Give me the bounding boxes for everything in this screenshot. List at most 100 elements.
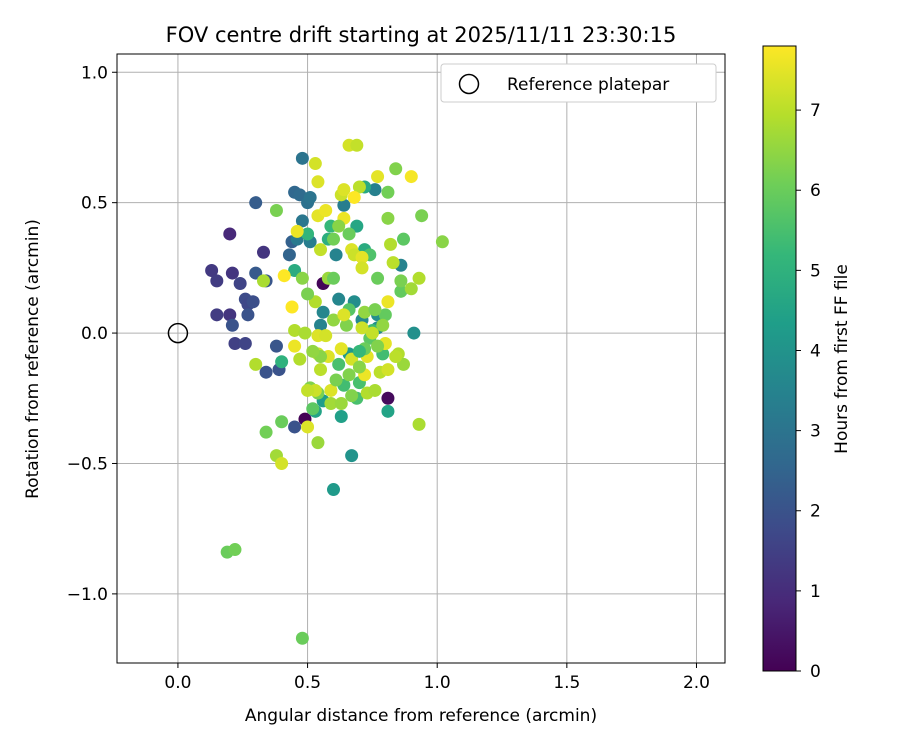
data-point [394,274,408,288]
data-point [355,321,369,335]
data-point [376,318,390,332]
legend-box [440,63,717,103]
data-point [381,211,395,225]
data-point [275,355,289,369]
x-tick-label: 0.5 [294,673,321,693]
data-point [228,543,242,557]
data-point [358,305,372,319]
y-tick-label: 0.0 [81,324,108,344]
colorbar-tick-label: 7 [810,101,821,121]
data-point [334,342,348,356]
data-point [394,284,408,298]
data-point [352,344,366,358]
y-axis-label: Rotation from reference (arcmin) [23,219,43,499]
reference-platepar-marker [167,322,189,344]
data-point [301,287,315,301]
data-point [389,162,403,176]
data-point [269,339,283,353]
chart-title: FOV centre drift starting at 2025/11/11 … [166,23,677,47]
data-point [342,368,356,382]
x-tick-label: 2.0 [683,673,710,693]
data-point [210,308,224,322]
data-point [326,313,340,327]
data-point [337,308,351,322]
y-tick-label: 1.0 [81,63,108,83]
data-point [326,232,340,246]
data-point [306,402,320,416]
data-point [329,248,343,262]
data-point [352,360,366,374]
data-point [381,404,395,418]
data-point [337,183,351,197]
y-tick-label: −0.5 [67,454,108,474]
data-point [342,227,356,241]
y-axis-ticks: −1.0 −0.5 0.0 0.5 1.0 [67,63,117,605]
data-point [415,209,429,223]
data-point [389,350,403,364]
data-point [381,391,395,405]
data-point [210,274,224,288]
data-point [303,190,317,204]
x-axis-label: Angular distance from reference (arcmin) [245,706,597,726]
data-point [228,337,242,351]
data-point [225,318,239,332]
data-point [256,245,270,259]
data-point [396,232,410,246]
data-point [223,227,237,241]
data-point [381,295,395,309]
data-point [412,417,426,431]
data-point [275,456,289,470]
data-point [288,323,302,337]
data-point [407,326,421,340]
x-axis-ticks: 0.0 0.5 1.0 1.5 2.0 [164,663,710,693]
data-point [352,180,366,194]
data-point [404,282,418,296]
data-point [225,266,239,280]
colorbar-tick-label: 0 [810,662,821,682]
data-point [332,292,346,306]
colorbar-tick-label: 6 [810,181,821,201]
data-point [295,271,309,285]
data-point [324,383,338,397]
data-point [311,175,325,189]
colorbar-label: Hours from first FF file [832,264,852,454]
data-point [332,357,346,371]
data-point [371,339,385,353]
y-tick-label: 0.5 [81,194,108,214]
plot-frame [116,53,726,664]
data-point [301,383,315,397]
data-point [205,263,219,277]
data-point [306,344,320,358]
data-point [319,203,333,217]
data-point [282,248,296,262]
data-point [246,295,260,309]
data-point [301,420,315,434]
data-point [298,326,312,340]
data-point [259,425,273,439]
data-point [295,151,309,165]
data-point [314,363,328,377]
data-point [314,243,328,257]
data-point [326,483,340,497]
data-point [332,219,346,233]
data-point [350,138,364,152]
data-point [249,196,263,210]
data-point [241,308,255,322]
legend-marker [458,73,480,95]
colorbar: 0 1 2 3 4 5 6 7 Hours from first FF file [762,45,852,682]
data-point [308,157,322,171]
data-point [326,271,340,285]
plot-area [117,54,725,663]
colorbar-tick-label: 5 [810,261,821,281]
legend-label: Reference platepar [507,75,669,95]
data-point [249,357,263,371]
data-point [365,326,379,340]
data-point [381,185,395,199]
data-point [238,337,252,351]
data-point [355,261,369,275]
data-point [337,198,351,212]
data-point [233,277,247,291]
data-point [334,410,348,424]
data-point [347,190,361,204]
data-point [355,250,369,264]
